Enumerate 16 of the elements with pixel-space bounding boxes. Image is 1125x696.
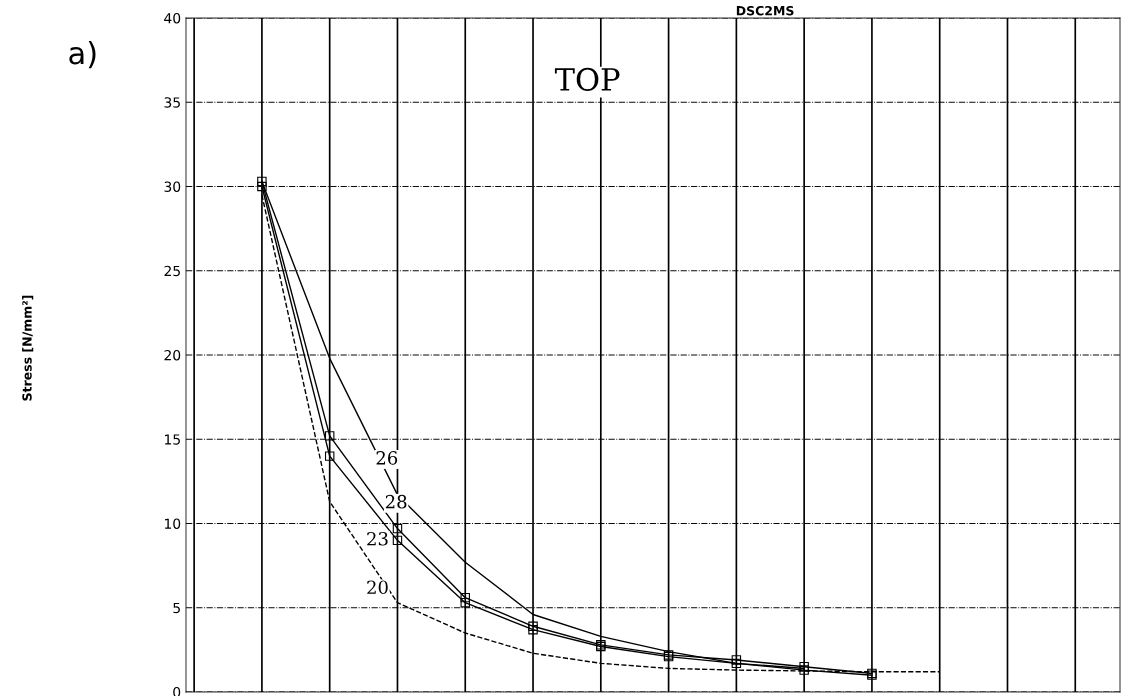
- annotation: 28: [385, 494, 407, 509]
- text: Stress [N/mm²]: [22, 295, 34, 401]
- y-tick-label: 35: [164, 97, 180, 108]
- y-tick-label: 40: [164, 12, 181, 24]
- y-tick-label: 25: [164, 265, 180, 277]
- y-tick-label: 10: [164, 518, 181, 529]
- annotation: 20: [367, 580, 388, 595]
- y-tick-label: 20: [164, 349, 181, 361]
- annotation: TOP: [554, 67, 620, 91]
- text: a): [69, 40, 96, 69]
- y-tick-label: 15: [164, 434, 180, 445]
- annotation: 23: [367, 531, 388, 546]
- annotation: 26: [376, 451, 398, 465]
- y-tick-label: 5: [173, 602, 180, 614]
- y-tick-label: 30: [164, 181, 181, 192]
- chart-title: DSC2MS: [736, 5, 794, 16]
